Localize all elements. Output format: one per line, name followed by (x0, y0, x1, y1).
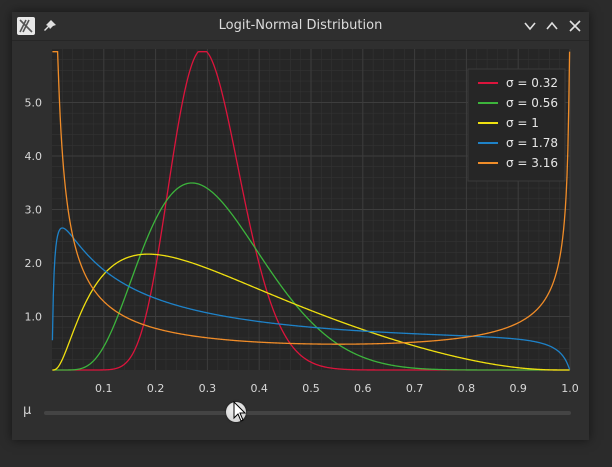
chevron-up-icon[interactable] (544, 18, 560, 34)
x-tick-label: 0.8 (458, 382, 476, 395)
series-line-5 (52, 51, 571, 345)
close-icon[interactable] (567, 18, 583, 34)
x-tick-label: 0.6 (354, 382, 372, 395)
legend-label: σ = 0.56 (506, 96, 558, 110)
legend-label: σ = 1 (506, 116, 539, 130)
mu-slider-row: μ (12, 397, 589, 427)
series-line-2 (52, 182, 570, 371)
x-tick-label: 0.3 (199, 382, 217, 395)
x-tick-label: 0.2 (147, 382, 165, 395)
legend: σ = 0.32 σ = 0.56 σ = 1 σ = 1.78 σ = 3.16 (467, 68, 566, 182)
x-tick-label: 0.9 (509, 382, 527, 395)
legend-label: σ = 0.32 (506, 76, 558, 90)
legend-label: σ = 3.16 (506, 156, 558, 170)
pin-icon[interactable] (42, 18, 58, 34)
axis-ticks: 0.1 0.2 0.3 0.4 0.5 0.6 0.7 0.8 0.9 1.0 1.0 2.0 3.0 4… (25, 97, 579, 396)
x-tick-label: 0.1 (95, 382, 113, 395)
series-line-3 (52, 253, 570, 371)
x-tick-label: 0.7 (406, 382, 424, 395)
distribution-chart: 0.1 0.2 0.3 0.4 0.5 0.6 0.7 0.8 0.9 1.0 1.0 2.0 3.0 4… (12, 41, 589, 397)
x-tick-label: 1.0 (561, 382, 579, 395)
y-tick-label: 4.0 (25, 150, 43, 163)
chevron-down-icon[interactable] (522, 18, 538, 34)
legend-label: σ = 1.78 (506, 136, 558, 150)
x-tick-label: 0.4 (250, 382, 268, 395)
y-tick-label: 2.0 (25, 257, 43, 270)
mu-slider-handle[interactable] (226, 402, 247, 422)
y-tick-label: 1.0 (25, 311, 43, 324)
mu-slider-track[interactable] (44, 411, 571, 415)
window-title: Logit-Normal Distribution (218, 18, 383, 33)
y-tick-label: 3.0 (25, 204, 43, 217)
title-bar: Logit-Normal Distribution (12, 12, 589, 41)
main-window: Logit-Normal Distribution 0.1 0.2 0.3 0.4 0.… (12, 12, 589, 440)
mu-label: μ (23, 403, 32, 418)
app-icon[interactable] (16, 16, 36, 36)
curves (51, 51, 571, 371)
x-tick-label: 0.5 (302, 382, 320, 395)
series-line-4 (51, 227, 571, 370)
y-tick-label: 5.0 (25, 97, 43, 110)
